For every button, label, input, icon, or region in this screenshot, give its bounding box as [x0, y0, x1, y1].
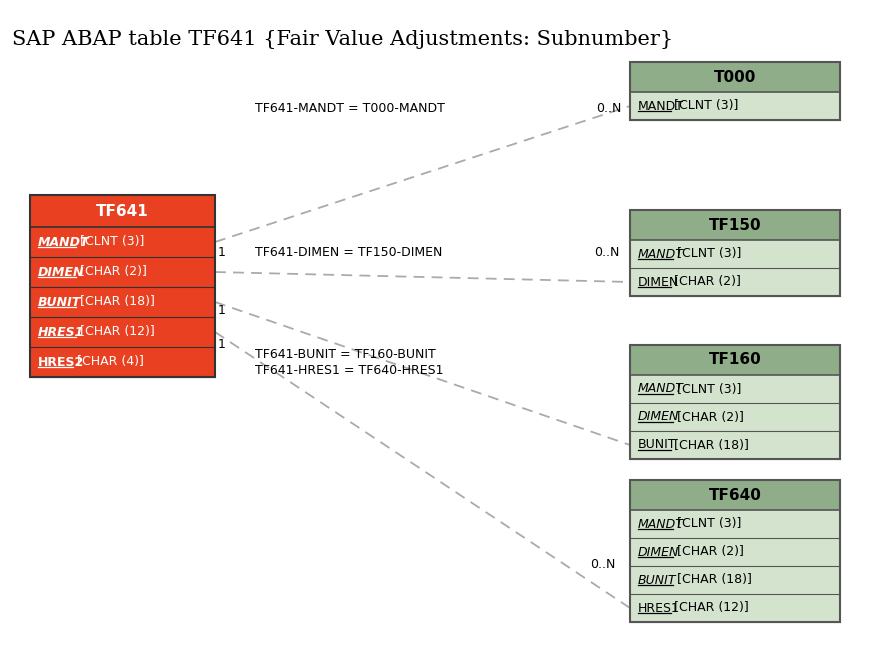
Text: SAP ABAP table TF641 {Fair Value Adjustments: Subnumber}: SAP ABAP table TF641 {Fair Value Adjustm…	[12, 30, 673, 49]
Text: TF641-BUNIT = TF160-BUNIT: TF641-BUNIT = TF160-BUNIT	[255, 348, 435, 361]
Bar	[30, 317, 215, 347]
Text: [CHAR (12)]: [CHAR (12)]	[670, 601, 749, 614]
Text: MANDT: MANDT	[638, 248, 684, 261]
Bar	[630, 345, 840, 375]
Text: [CLNT (3)]: [CLNT (3)]	[75, 235, 144, 248]
Text: DIMEN: DIMEN	[638, 411, 680, 424]
Text: MANDT: MANDT	[638, 382, 684, 395]
Text: DIMEN: DIMEN	[638, 276, 679, 289]
Text: [CLNT (3)]: [CLNT (3)]	[673, 517, 741, 530]
Text: TF160: TF160	[709, 352, 761, 367]
Text: 1: 1	[218, 339, 226, 352]
Text: [CLNT (3)]: [CLNT (3)]	[670, 99, 738, 112]
Text: T000: T000	[714, 70, 756, 84]
Text: HRES1: HRES1	[38, 326, 84, 339]
Text: 0..N: 0..N	[596, 101, 621, 114]
Text: [CHAR (18)]: [CHAR (18)]	[75, 296, 154, 309]
Text: [CHAR (4)]: [CHAR (4)]	[73, 356, 144, 369]
Bar	[630, 62, 840, 120]
Bar	[30, 347, 215, 377]
Text: [CLNT (3)]: [CLNT (3)]	[673, 382, 741, 395]
Text: TF641-HRES1 = TF640-HRES1: TF641-HRES1 = TF640-HRES1	[255, 363, 443, 376]
Text: 1: 1	[218, 246, 226, 259]
Bar	[30, 227, 215, 257]
Bar	[630, 210, 840, 296]
Text: BUNIT: BUNIT	[638, 439, 676, 452]
Bar	[30, 287, 215, 317]
Bar	[30, 195, 215, 227]
Bar	[630, 268, 840, 296]
Text: TF641-DIMEN = TF150-DIMEN: TF641-DIMEN = TF150-DIMEN	[255, 246, 442, 259]
Text: TF641: TF641	[96, 203, 149, 218]
Text: [CHAR (18)]: [CHAR (18)]	[673, 573, 752, 586]
Text: MANDT: MANDT	[638, 517, 684, 530]
Bar	[630, 375, 840, 403]
Text: [CHAR (2)]: [CHAR (2)]	[673, 411, 744, 424]
Bar	[30, 257, 215, 287]
Text: [CHAR (18)]: [CHAR (18)]	[670, 439, 749, 452]
Bar	[630, 480, 840, 510]
Bar	[630, 403, 840, 431]
Text: [CLNT (3)]: [CLNT (3)]	[673, 248, 741, 261]
Bar	[630, 538, 840, 566]
Bar	[630, 92, 840, 120]
Text: 0..N: 0..N	[590, 558, 615, 571]
Text: [CHAR (2)]: [CHAR (2)]	[673, 545, 744, 558]
Bar	[630, 510, 840, 538]
Text: [CHAR (2)]: [CHAR (2)]	[75, 265, 146, 278]
Text: TF640: TF640	[709, 488, 761, 502]
Text: 1: 1	[218, 304, 226, 317]
Text: MANDT: MANDT	[38, 235, 89, 248]
Bar	[630, 210, 840, 240]
Bar	[30, 195, 215, 377]
Text: TF150: TF150	[709, 218, 761, 233]
Text: [CHAR (12)]: [CHAR (12)]	[75, 326, 154, 339]
Bar	[630, 566, 840, 594]
Bar	[630, 345, 840, 459]
Text: HRES1: HRES1	[638, 601, 680, 614]
Text: [CHAR (2)]: [CHAR (2)]	[670, 276, 741, 289]
Bar	[630, 594, 840, 622]
Bar	[630, 431, 840, 459]
Text: DIMEN: DIMEN	[38, 265, 84, 278]
Text: 0..N: 0..N	[594, 246, 619, 259]
Bar	[630, 480, 840, 622]
Text: HRES2: HRES2	[38, 356, 84, 369]
Text: MANDT: MANDT	[638, 99, 684, 112]
Text: DIMEN: DIMEN	[638, 545, 680, 558]
Text: TF641-MANDT = T000-MANDT: TF641-MANDT = T000-MANDT	[255, 101, 445, 114]
Bar	[630, 240, 840, 268]
Text: BUNIT: BUNIT	[638, 573, 676, 586]
Text: BUNIT: BUNIT	[38, 296, 81, 309]
Bar	[630, 62, 840, 92]
